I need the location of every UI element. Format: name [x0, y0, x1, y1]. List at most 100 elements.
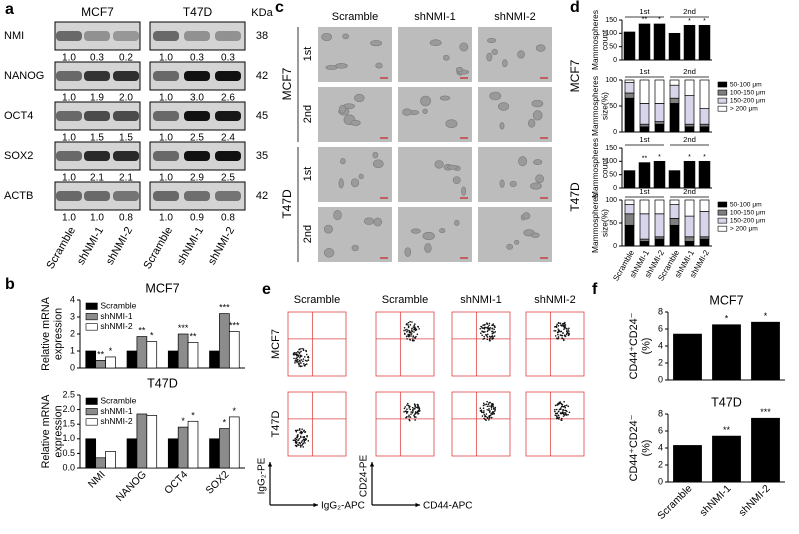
event-dot	[409, 339, 412, 341]
mammosphere	[410, 228, 421, 234]
bar	[136, 413, 148, 469]
y-tick-label: 0.0	[62, 462, 75, 472]
event-dot	[301, 444, 303, 447]
event-dot	[406, 408, 408, 410]
row-label: 1st	[302, 167, 314, 182]
event-dot	[413, 324, 416, 327]
legend-swatch	[717, 81, 728, 88]
event-dot	[554, 326, 556, 328]
event-dot	[414, 419, 416, 421]
group-label: 2nd	[683, 135, 696, 144]
event-dot	[567, 329, 570, 331]
blot-band	[153, 31, 179, 41]
panel-label: d	[570, 0, 580, 16]
mammosphere	[350, 119, 361, 126]
event-dot	[488, 408, 490, 410]
band-level: 1.0	[90, 213, 104, 224]
event-dot	[294, 362, 296, 364]
event-dot	[554, 404, 557, 407]
event-dot	[413, 408, 415, 410]
flow-plot	[525, 391, 585, 457]
bar	[668, 32, 681, 61]
event-dot	[556, 337, 558, 339]
event-dot	[297, 358, 299, 361]
legend-swatch	[85, 408, 98, 416]
event-dot	[302, 442, 305, 445]
y-axis-label: size(%)	[599, 92, 609, 120]
event-dot	[565, 330, 568, 332]
y-axis-label: CD44⁺CD24⁻	[628, 312, 640, 379]
event-dot	[559, 322, 562, 325]
lane-label: shNMI-2	[206, 225, 237, 267]
event-dot	[405, 416, 407, 419]
legend-swatch	[717, 217, 728, 224]
bar	[228, 331, 240, 369]
blot-band	[215, 191, 241, 201]
significance: **	[642, 155, 648, 162]
mammosphere	[455, 66, 464, 73]
y-axis-label: size(%)	[599, 209, 609, 237]
event-dot	[554, 410, 556, 413]
bar	[638, 162, 651, 189]
event-dot	[296, 429, 299, 431]
axis-label: CD44-APC	[423, 501, 472, 512]
band-level: 1.0	[62, 173, 76, 184]
bar	[712, 324, 741, 381]
bar	[624, 204, 635, 215]
legend-swatch	[717, 105, 728, 112]
legend-label: shNMI-1	[100, 406, 133, 416]
protein-name: ACTB	[4, 190, 33, 202]
flow-plot	[375, 311, 435, 377]
event-dot	[486, 336, 489, 338]
event-dot	[298, 429, 301, 431]
y-tick-label: 1.5	[62, 419, 75, 429]
mammosphere	[486, 52, 493, 62]
event-dot	[494, 408, 497, 411]
band-level: 2.9	[190, 173, 204, 184]
bar	[219, 428, 230, 469]
mammosphere	[535, 174, 544, 184]
event-dot	[300, 436, 302, 439]
y-axis-label: expression	[52, 308, 64, 360]
bar	[624, 224, 635, 247]
event-dot	[407, 404, 410, 407]
mammosphere	[354, 93, 365, 103]
mammosphere	[323, 248, 335, 258]
event-dot	[492, 412, 495, 414]
mammosphere	[522, 212, 531, 220]
mammosphere	[370, 40, 383, 47]
bar	[669, 84, 680, 99]
mammosphere	[323, 224, 333, 234]
blot-band	[113, 71, 139, 81]
blot-band	[113, 191, 139, 201]
event-dot	[558, 408, 561, 411]
column-header: shNMI-2	[494, 11, 536, 23]
event-dot	[561, 337, 563, 339]
event-dot	[302, 430, 305, 432]
event-dot	[411, 321, 413, 323]
event-dot	[486, 330, 489, 333]
bar	[126, 350, 138, 369]
band-level: 1.5	[90, 133, 104, 144]
event-dot	[564, 411, 566, 414]
significance: *	[181, 416, 185, 426]
event-dot	[480, 326, 483, 328]
bar	[639, 213, 650, 240]
event-dot	[299, 446, 302, 448]
mammosphere	[491, 48, 498, 55]
significance: *	[703, 18, 706, 25]
legend-label: 100-150 μm	[730, 209, 766, 216]
y-axis-label: Mammospheres	[590, 138, 600, 198]
event-dot	[553, 330, 555, 332]
event-dot	[414, 413, 416, 416]
blot-band	[153, 71, 179, 81]
event-dot	[415, 328, 418, 331]
event-dot	[294, 360, 296, 362]
x-tick-label: NMI	[86, 469, 107, 490]
event-dot	[295, 430, 298, 433]
bar	[624, 199, 635, 205]
event-dot	[562, 409, 564, 412]
blot-band	[113, 151, 139, 161]
blot-band	[56, 31, 82, 41]
event-dot	[484, 403, 486, 406]
